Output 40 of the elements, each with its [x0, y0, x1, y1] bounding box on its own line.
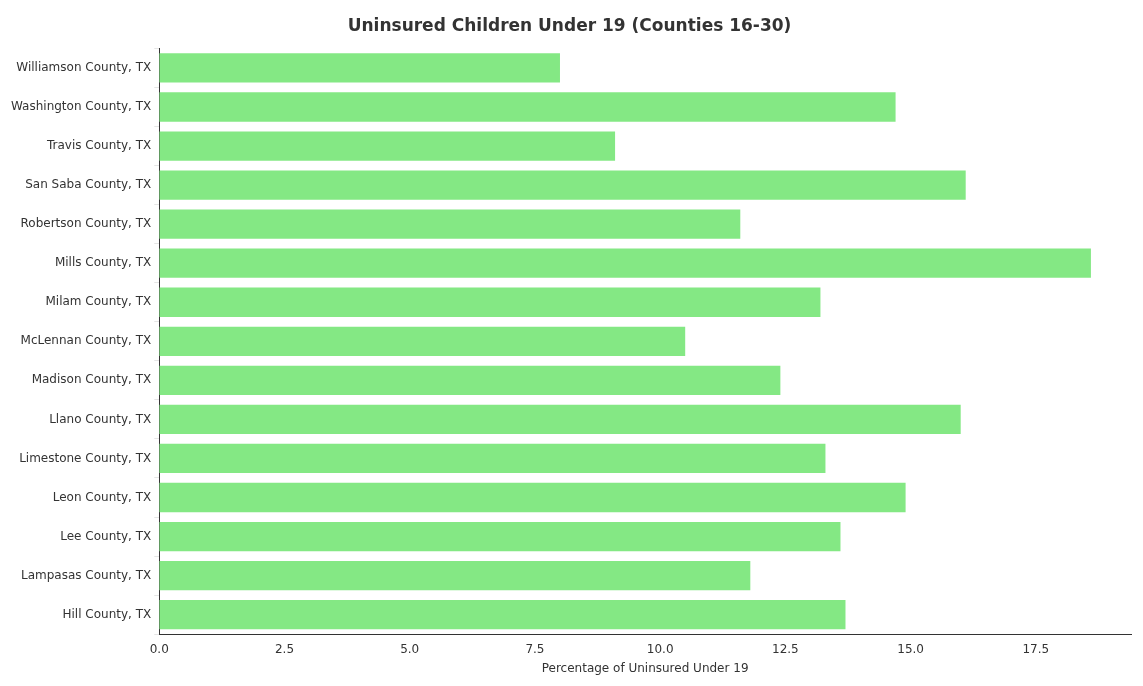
x-tick-label: 2.5: [274, 641, 295, 656]
bar: [159, 287, 821, 317]
bar: [159, 443, 826, 474]
bar: [159, 482, 906, 513]
y-tick-label: Milam County, TX: [45, 294, 152, 309]
y-tick-label: Mills County, TX: [54, 255, 152, 270]
x-tick-label: 17.5: [1022, 641, 1050, 656]
y-tick-label: Lee County, TX: [60, 528, 152, 543]
bar: [159, 521, 841, 552]
x-tick-label: 0.0: [149, 641, 169, 656]
y-tick-label: Madison County, TX: [31, 372, 152, 387]
y-tick-label: Williamson County, TX: [16, 60, 152, 75]
bar: [159, 404, 961, 435]
y-tick-label: Robertson County, TX: [20, 216, 152, 231]
x-tick-label: 7.5: [525, 641, 545, 656]
bar: [159, 560, 751, 591]
bar: [159, 365, 781, 395]
y-tick-label: Llano County, TX: [49, 411, 152, 426]
bar: [159, 170, 966, 200]
x-tick-label: 10.0: [646, 641, 674, 656]
x-tick-label: 15.0: [897, 641, 924, 656]
x-tick-label: 5.0: [400, 641, 420, 656]
x-tick-label: 12.5: [772, 641, 799, 656]
bar: [159, 53, 560, 83]
y-tick-label: Lampasas County, TX: [20, 567, 152, 582]
x-axis-title: Percentage of Uninsured Under 19: [541, 660, 749, 675]
y-tick-label: Hill County, TX: [62, 606, 152, 621]
y-tick-label: Leon County, TX: [52, 489, 152, 504]
bar: [159, 92, 896, 122]
y-tick-label: Washington County, TX: [11, 99, 152, 114]
y-tick-label: San Saba County, TX: [25, 177, 152, 192]
bar: [159, 248, 1091, 278]
bar: [159, 209, 741, 239]
bar: [159, 131, 616, 161]
chart-title: Uninsured Children Under 19 (Counties 16-30): [347, 14, 792, 35]
y-tick-label: Limestone County, TX: [19, 450, 152, 465]
y-tick-label: McLennan County, TX: [20, 333, 152, 348]
bar: [159, 326, 686, 356]
bar: [159, 600, 846, 630]
y-tick-label: Travis County, TX: [45, 138, 152, 153]
